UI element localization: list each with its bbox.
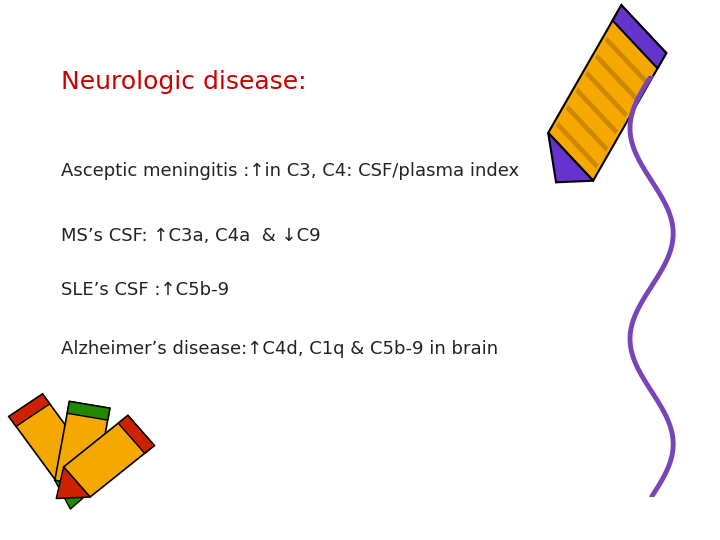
Polygon shape — [548, 133, 593, 183]
Text: Asceptic meningitis :↑in C3, C4: CSF/plasma index: Asceptic meningitis :↑in C3, C4: CSF/pla… — [61, 162, 519, 180]
Polygon shape — [9, 394, 50, 427]
Polygon shape — [55, 401, 110, 487]
Text: Alzheimer’s disease:↑C4d, C1q & C5b-9 in brain: Alzheimer’s disease:↑C4d, C1q & C5b-9 in… — [61, 340, 498, 358]
Polygon shape — [57, 460, 91, 492]
Polygon shape — [585, 71, 628, 118]
Text: Neurologic disease:: Neurologic disease: — [61, 70, 307, 94]
Polygon shape — [556, 122, 598, 168]
Text: MS’s CSF: ↑C3a, C4a  & ↓C9: MS’s CSF: ↑C3a, C4a & ↓C9 — [61, 227, 321, 245]
Polygon shape — [613, 5, 666, 69]
Polygon shape — [548, 5, 666, 181]
Polygon shape — [575, 88, 618, 134]
Polygon shape — [67, 401, 110, 420]
Polygon shape — [55, 480, 95, 509]
Polygon shape — [605, 37, 647, 84]
Polygon shape — [56, 467, 90, 498]
Polygon shape — [595, 54, 637, 100]
Polygon shape — [63, 415, 154, 497]
Text: SLE’s CSF :↑C5b-9: SLE’s CSF :↑C5b-9 — [61, 281, 230, 299]
Polygon shape — [118, 415, 154, 453]
Polygon shape — [566, 105, 608, 152]
Polygon shape — [9, 394, 91, 482]
